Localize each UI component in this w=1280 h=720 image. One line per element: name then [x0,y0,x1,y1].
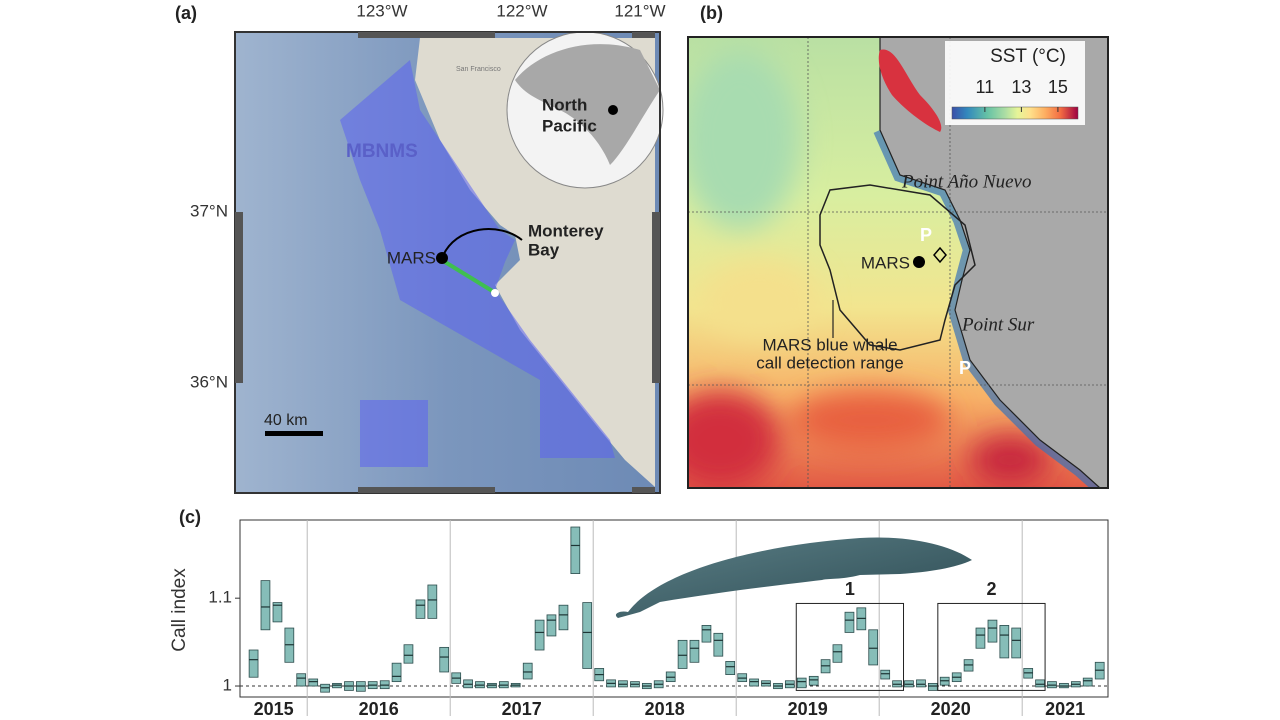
box [391,662,402,683]
panel-label: (c) [179,507,201,527]
box [725,661,736,676]
panel-label: (a) [175,3,197,23]
whale [615,537,972,618]
box [439,646,450,673]
x-tick-label: 2019 [788,699,828,719]
colorbar-tick-label: 15 [1048,77,1068,97]
box [582,602,593,669]
lon-label: 123°W [356,1,407,20]
box [296,673,307,687]
x-tick-label: 2017 [502,699,542,719]
place-label: Monterey [528,221,604,240]
lon-label: 122°W [496,1,547,20]
place-label: Bay [528,240,560,259]
x-tick-label: 2020 [931,699,971,719]
x-tick-label: 2016 [359,699,399,719]
highlight-box [795,602,905,691]
box [868,629,879,666]
box [689,639,700,663]
panel-label: (b) [700,3,723,23]
box [796,677,807,689]
box [415,599,426,619]
box [808,675,819,686]
place-label: MBNMS [346,141,418,162]
chart-c: (c) Call index 2015 2016 2017 2018 2019 2020 2… [169,507,1109,719]
place-label: North [542,95,587,114]
place-label: Point Sur [961,314,1035,335]
box [1011,627,1022,659]
colorbar-tick-label: 13 [1011,77,1031,97]
box [927,682,938,691]
box [534,619,545,651]
box [677,639,688,669]
lat-label: 37°N [190,201,228,220]
range-label: MARS blue whale [762,335,897,354]
x-tick-label: 2021 [1045,699,1085,719]
p-label: P [959,358,971,378]
y-tick-label: 1 [223,676,232,695]
lon-label: 121°W [614,1,665,20]
box [975,627,986,649]
p-label: P [920,225,932,245]
colorbar-tick-label: 11 [976,77,995,97]
box [916,679,926,688]
box [987,619,998,643]
box [522,662,533,680]
x-tick-label: 2018 [645,699,685,719]
place-label: MARS [861,253,910,272]
box [880,669,891,680]
scale-label: 40 km [264,412,308,429]
y-axis-label: Call index [169,568,190,652]
box [713,632,724,657]
highlight-label: 2 [986,579,996,599]
highlight-label: 1 [845,579,855,599]
box [1035,679,1045,688]
colorbar-title: SST (°C) [990,46,1066,67]
box [832,644,843,663]
range-label: call detection range [756,353,903,372]
box [427,584,438,619]
x-tick-label: 2015 [254,699,294,719]
place-label: San Francisco [456,66,501,73]
box [558,604,569,631]
box [701,625,712,643]
map-a: (a) 123°W 122°W 121°W 37°N 36°N MBNMS Sa… [175,1,666,494]
box [844,611,855,633]
highlight-box [937,602,1046,691]
lat-label: 36°N [190,372,228,391]
box [308,678,319,687]
box [546,614,557,637]
box [1082,677,1093,687]
place-label: MARS [387,248,436,267]
place-label: Point Año Nuevo [901,171,1031,192]
box [272,602,283,623]
box [749,678,759,687]
box [248,649,259,678]
box [999,625,1010,659]
y-tick-label: 1.1 [208,588,232,607]
map-b: (b) SST (°C) 11 13 15 Point Año Nuevo Poin… [687,3,1109,489]
box [403,644,414,664]
box [570,526,581,574]
box [260,580,271,631]
place-label: Pacific [542,116,597,135]
